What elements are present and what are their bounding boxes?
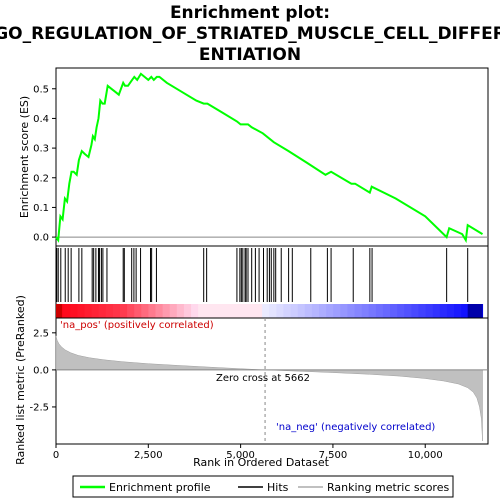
heatmap-segment	[262, 304, 270, 318]
heatmap-segment	[418, 304, 426, 318]
metric-xtick-label: 0	[53, 450, 59, 461]
heatmap-segment	[411, 304, 419, 318]
chart-title-line2: GO_REGULATION_OF_STRIATED_MUSCLE_CELL_DI…	[0, 24, 500, 44]
heatmap-segment	[84, 304, 92, 318]
legend-hits-label: Hits	[267, 481, 289, 494]
heatmap-segment	[269, 304, 277, 318]
heatmap-segment	[312, 304, 320, 318]
metric-xtick-label: 10,000	[408, 450, 443, 461]
es-plot-frame	[56, 68, 488, 246]
heatmap-segment	[447, 304, 455, 318]
heatmap-segment	[298, 304, 306, 318]
legend-enrichment-label: Enrichment profile	[109, 481, 211, 494]
heatmap-segment	[99, 304, 107, 318]
metric-ylabel: Ranked list metric (PreRanked)	[14, 295, 27, 465]
heatmap-segment	[198, 304, 206, 318]
heatmap-segment	[333, 304, 341, 318]
hits-panel	[56, 246, 488, 318]
heatmap-segment	[433, 304, 441, 318]
ranked-metric-panel: -2.50.02.5 0 2,500 5,000 7,500 10,000 'na_po…	[14, 295, 488, 469]
heatmap-segment	[92, 304, 100, 318]
metric-xtick-label: 2,500	[134, 450, 163, 461]
heatmap-segment	[291, 304, 299, 318]
heatmap-segment	[219, 304, 227, 318]
heatmap-segment	[426, 304, 434, 318]
chart-legend: Enrichment profile Hits Ranking metric s…	[73, 476, 453, 497]
heatmap-segment	[461, 304, 469, 318]
heatmap-segment	[347, 304, 355, 318]
es-ytick-label: 0.2	[33, 173, 49, 184]
es-ytick-label: 0.4	[33, 114, 49, 125]
es-panel: 0.0 0.1 0.2 0.3 0.4 0.5 Enrichment score (ES)	[18, 68, 488, 246]
heatmap-segment	[177, 304, 185, 318]
metric-ytick-label: -2.5	[29, 402, 49, 413]
heatmap-segment	[191, 304, 199, 318]
legend-metric-label: Ranking metric scores	[327, 481, 449, 494]
heatmap-segment	[77, 304, 85, 318]
heatmap-segment	[305, 304, 313, 318]
chart-title-line3: ENTIATION	[199, 45, 301, 65]
heatmap-segment	[184, 304, 192, 318]
es-ytick-label: 0.0	[33, 233, 49, 244]
heatmap-segment	[241, 304, 249, 318]
heatmap-segment	[397, 304, 405, 318]
na-neg-label: 'na_neg' (negatively correlated)	[276, 422, 435, 433]
heatmap-segment	[355, 304, 363, 318]
heatmap-segment	[70, 304, 78, 318]
es-ytick-label: 0.1	[33, 203, 49, 214]
heatmap-segment	[319, 304, 327, 318]
heatmap-segment	[404, 304, 412, 318]
heatmap-segment	[283, 304, 291, 318]
heatmap-segment	[340, 304, 348, 318]
metric-xlabel: Rank in Ordered Dataset	[193, 456, 330, 469]
heatmap-segment	[205, 304, 213, 318]
es-ylabel: Enrichment score (ES)	[18, 96, 31, 218]
heatmap-segment	[56, 304, 62, 318]
heatmap-segment	[163, 304, 171, 318]
heatmap-segment	[170, 304, 178, 318]
heatmap-segment	[120, 304, 128, 318]
heatmap-segment	[276, 304, 284, 318]
heatmap-segment	[468, 304, 483, 318]
rank-heatmap-bar	[56, 304, 483, 318]
heatmap-segment	[383, 304, 391, 318]
heatmap-segment	[148, 304, 156, 318]
heatmap-segment	[113, 304, 121, 318]
heatmap-segment	[212, 304, 220, 318]
heatmap-segment	[255, 304, 263, 318]
heatmap-segment	[326, 304, 334, 318]
zero-cross-label: Zero cross at 5662	[216, 373, 310, 384]
es-ytick-label: 0.3	[33, 144, 49, 155]
heatmap-segment	[134, 304, 142, 318]
heatmap-segment	[156, 304, 164, 318]
chart-title-line1: Enrichment plot:	[170, 3, 330, 23]
heatmap-segment	[390, 304, 398, 318]
heatmap-segment	[362, 304, 370, 318]
heatmap-segment	[234, 304, 242, 318]
heatmap-segment	[63, 304, 71, 318]
metric-ytick-label: 2.5	[33, 328, 49, 339]
metric-ytick-label: 0.0	[33, 365, 49, 376]
es-ytick-label: 0.5	[33, 84, 49, 95]
heatmap-segment	[376, 304, 384, 318]
heatmap-segment	[141, 304, 149, 318]
heatmap-segment	[227, 304, 235, 318]
heatmap-segment	[248, 304, 256, 318]
heatmap-segment	[127, 304, 135, 318]
heatmap-segment	[454, 304, 462, 318]
heatmap-segment	[440, 304, 448, 318]
heatmap-segment	[369, 304, 377, 318]
na-pos-label: 'na_pos' (positively correlated)	[60, 320, 214, 331]
heatmap-segment	[106, 304, 114, 318]
